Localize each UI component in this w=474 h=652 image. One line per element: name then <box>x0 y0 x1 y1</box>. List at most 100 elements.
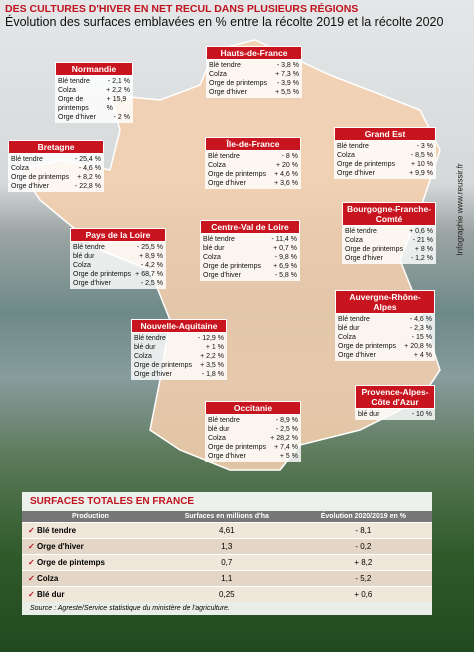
crop-name: Colza <box>11 165 29 172</box>
crop-row: Colza + 2,2 % <box>134 352 224 361</box>
crop-name: Orge d'hiver <box>208 453 246 460</box>
region-box: Nouvelle-Aquitaine Blé tendre - 12,9 % blé … <box>131 319 227 380</box>
region-body: Blé tendre - 12,9 % blé dur + 1 % Colza + 2,2… <box>131 333 227 380</box>
crop-name: Orge de printemps <box>134 362 192 369</box>
crop-name: blé dur <box>134 344 156 351</box>
region-name: Île-de-France <box>205 137 301 151</box>
column-header: Production <box>22 511 159 523</box>
crop-name: Orge de printemps <box>337 161 395 168</box>
table-cell: - 8,1 <box>294 522 432 539</box>
crop-change: - 4,2 % <box>140 262 163 269</box>
crop-name: Orge d'hiver <box>345 255 383 262</box>
crop-row: Orge d'hiver + 5 % <box>208 452 298 461</box>
crop-change: - 2 % <box>113 114 130 121</box>
region-name: Normandie <box>55 62 133 76</box>
region-box: Pays de la Loire Blé tendre - 25,5 % blé du… <box>70 228 166 289</box>
crop-name: Colza <box>208 435 226 442</box>
title: DES CULTURES D'HIVER EN NET RECUL DANS P… <box>5 3 359 15</box>
crop-name: Orge de printemps <box>11 174 69 181</box>
crop-change: - 10 % <box>411 411 432 418</box>
crop-name: blé dur <box>358 411 380 418</box>
region-box: Grand Est Blé tendre - 3 % Colza - 8,5 % Orge… <box>334 127 436 179</box>
region-box: Bourgogne-Franche-Comté Blé tendre + 0,6 %… <box>342 202 436 264</box>
crop-row: Orge d'hiver + 4 % <box>338 351 432 360</box>
crop-change: - 2,5 % <box>140 280 163 287</box>
crop-row: blé dur - 10 % <box>358 410 432 419</box>
crop-row: Colza - 4,2 % <box>73 261 163 270</box>
crop-name: Blé tendre <box>338 316 370 323</box>
table-cell: + 8,2 <box>294 554 432 571</box>
table-cell: + 0,6 <box>294 586 432 602</box>
crop-row: Blé tendre - 8,9 % <box>208 416 298 425</box>
crop-change: + 68,7 % <box>135 271 163 278</box>
crop-change: + 8,9 % <box>139 253 163 260</box>
crop-row: Orge de printemps + 20,8 % <box>338 342 432 351</box>
crop-change: - 25,5 % <box>136 244 163 251</box>
crop-row: Blé tendre - 25,4 % <box>11 155 101 164</box>
table-cell: 0,25 <box>158 586 295 602</box>
crop-name: Orge de printemps <box>58 96 89 112</box>
region-box: Centre-Val de Loire Blé tendre - 11,4 % blé… <box>200 220 300 281</box>
crop-row: Colza - 9,8 % <box>203 253 297 262</box>
crop-change: - 2,5 % <box>275 426 298 433</box>
crop-name: Orge de printemps <box>203 263 261 270</box>
table: Production Surfaces en millions d'ha Évolu… <box>22 511 432 602</box>
crop-name: Orge de printemps <box>208 444 266 451</box>
crop-row: Orge de printemps + 8,2 % <box>11 173 101 182</box>
crop-change: + 1 % <box>205 344 224 351</box>
region-name: Centre-Val de Loire <box>200 220 300 234</box>
region-body: Blé tendre - 4,6 % blé dur - 2,3 % Colza - 15… <box>335 314 435 361</box>
crop-row: Orge d'hiver - 2,5 % <box>73 279 163 288</box>
crop-change: + 10 % <box>411 161 433 168</box>
table-cell: Orge de pintemps <box>22 554 159 571</box>
crop-change: + 3,6 % <box>274 180 298 187</box>
region-body: Blé tendre - 3 % Colza - 8,5 % Orge de print… <box>334 141 436 179</box>
crop-change: - 22,8 % <box>74 183 101 190</box>
crop-row: Blé tendre - 4,6 % <box>338 315 432 324</box>
region-name: Provence-Alpes-Côte d'Azur <box>355 385 435 409</box>
crop-name: Orge d'hiver <box>209 89 247 96</box>
crop-name: Colza <box>208 162 226 169</box>
crop-name: Colza <box>203 254 221 261</box>
crop-name: Orge de printemps <box>209 80 267 87</box>
crop-name: Orge d'hiver <box>58 114 96 121</box>
crop-name: Blé tendre <box>208 417 240 424</box>
region-box: Provence-Alpes-Côte d'Azur blé dur - 10 % <box>355 385 435 420</box>
crop-change: + 20 % <box>276 162 298 169</box>
crop-change: + 2,2 % <box>106 87 130 94</box>
table-cell: - 5,2 <box>294 570 432 587</box>
region-body: Blé tendre - 8 % Colza + 20 % Orge de printe… <box>205 151 301 189</box>
table-cell: Colza <box>22 570 159 587</box>
crop-name: Blé tendre <box>209 62 241 69</box>
region-body: blé dur - 10 % <box>355 409 435 420</box>
crop-name: Blé tendre <box>208 153 240 160</box>
crop-name: blé dur <box>338 325 360 332</box>
crop-name: Colza <box>134 353 152 360</box>
crop-row: blé dur - 2,3 % <box>338 324 432 333</box>
crop-name: Colza <box>209 71 227 78</box>
crop-change: - 25,4 % <box>74 156 101 163</box>
crop-row: Colza - 8,5 % <box>337 151 433 160</box>
crop-name: Colza <box>338 334 356 341</box>
crop-change: - 8,9 % <box>275 417 298 424</box>
crop-change: + 5,5 % <box>275 89 299 96</box>
crop-row: Orge de printemps + 10 % <box>337 160 433 169</box>
crop-change: - 1,8 % <box>201 371 224 378</box>
crop-row: Orge d'hiver + 3,6 % <box>208 179 298 188</box>
crop-change: + 7,3 % <box>275 71 299 78</box>
crop-name: Colza <box>345 237 363 244</box>
table-cell: Orge d'hiver <box>22 538 159 555</box>
crop-name: Orge d'hiver <box>134 371 172 378</box>
crop-row: Blé tendre + 0,6 % <box>345 227 433 236</box>
region-name: Hauts-de-France <box>206 46 302 60</box>
crop-row: Orge d'hiver + 9,9 % <box>337 169 433 178</box>
crop-row: Blé tendre - 11,4 % <box>203 235 297 244</box>
crop-name: Orge de printemps <box>345 246 403 253</box>
crop-row: Blé tendre - 8 % <box>208 152 298 161</box>
crop-name: Orge d'hiver <box>73 280 111 287</box>
crop-change: - 8 % <box>281 153 298 160</box>
crop-row: Blé tendre - 25,5 % <box>73 243 163 252</box>
table-cell: 1,1 <box>158 570 295 587</box>
